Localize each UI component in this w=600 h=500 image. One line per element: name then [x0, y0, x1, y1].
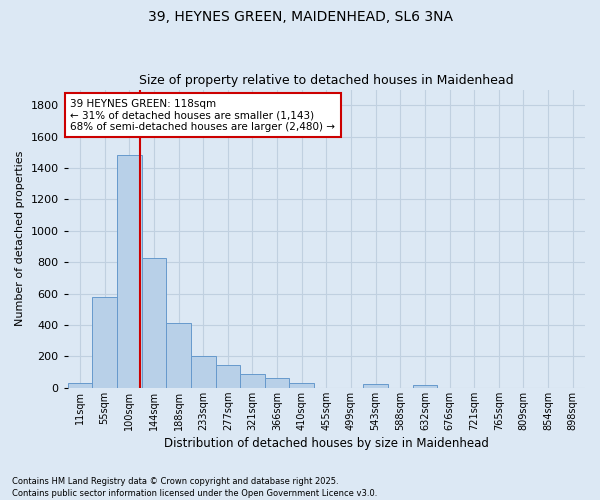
- Text: 39, HEYNES GREEN, MAIDENHEAD, SL6 3NA: 39, HEYNES GREEN, MAIDENHEAD, SL6 3NA: [148, 10, 452, 24]
- Title: Size of property relative to detached houses in Maidenhead: Size of property relative to detached ho…: [139, 74, 514, 87]
- Text: 39 HEYNES GREEN: 118sqm
← 31% of detached houses are smaller (1,143)
68% of semi: 39 HEYNES GREEN: 118sqm ← 31% of detache…: [70, 98, 335, 132]
- Y-axis label: Number of detached properties: Number of detached properties: [15, 151, 25, 326]
- Bar: [240, 374, 265, 388]
- Bar: [117, 156, 142, 388]
- Bar: [68, 383, 92, 388]
- Bar: [413, 384, 437, 388]
- Bar: [265, 378, 289, 388]
- Bar: [215, 365, 240, 388]
- Bar: [166, 324, 191, 388]
- Bar: [289, 383, 314, 388]
- Bar: [142, 258, 166, 388]
- Bar: [364, 384, 388, 388]
- Bar: [92, 296, 117, 388]
- Bar: [191, 356, 215, 388]
- Text: Contains HM Land Registry data © Crown copyright and database right 2025.
Contai: Contains HM Land Registry data © Crown c…: [12, 476, 377, 498]
- X-axis label: Distribution of detached houses by size in Maidenhead: Distribution of detached houses by size …: [164, 437, 489, 450]
